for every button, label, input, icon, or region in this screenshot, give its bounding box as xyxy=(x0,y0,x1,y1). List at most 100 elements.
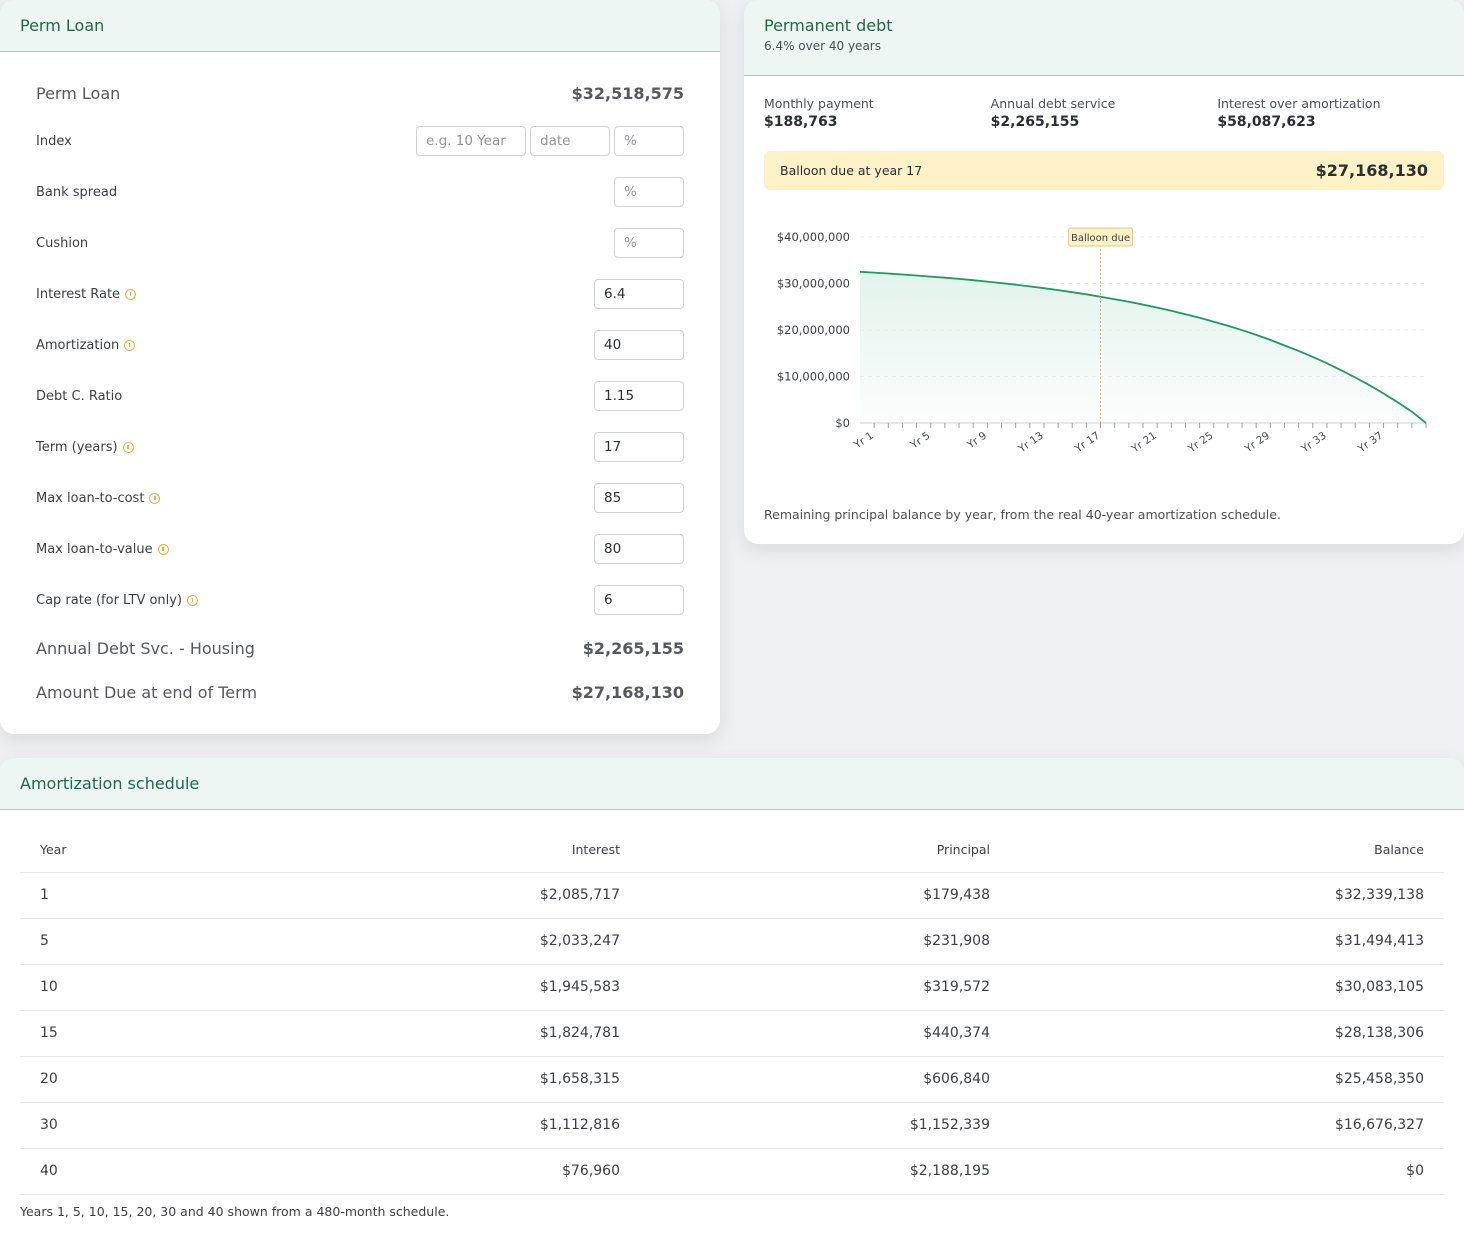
x-tick-label: Yr 9 xyxy=(964,430,989,452)
metric-label: Monthly payment xyxy=(764,96,874,111)
cell-year: 10 xyxy=(20,964,260,1011)
cell-balance: $30,083,105 xyxy=(1010,964,1444,1011)
metric-value: $188,763 xyxy=(764,114,838,130)
index-input-group xyxy=(416,126,684,156)
index-date-input[interactable] xyxy=(530,126,610,156)
cell-interest: $1,824,781 xyxy=(260,1010,640,1057)
x-tick-label: Yr 37 xyxy=(1355,430,1385,456)
perm-loan-header-title: Perm Loan xyxy=(20,16,105,35)
amount-due-row: Amount Due at end of Term $27,168,130 xyxy=(36,680,684,704)
column-header-principal: Principal xyxy=(640,828,1010,873)
balloon-marker-badge xyxy=(1068,227,1134,247)
balance-area xyxy=(860,271,1426,423)
index-label: Index xyxy=(36,133,72,149)
perm-loan-card: Perm Loan Perm Loan $32,518,575 Index Ba… xyxy=(0,0,720,734)
index-percent-input[interactable] xyxy=(614,126,684,156)
interest-rate-input[interactable] xyxy=(594,279,684,309)
table-header-row: Year Interest Principal Balance xyxy=(20,828,1444,873)
max-ltv-row: Max loan-to-value xyxy=(36,534,684,564)
amount-due-label: Amount Due at end of Term xyxy=(36,682,258,702)
y-tick-label: $0 xyxy=(835,416,850,430)
balance-chart: $40,000,000 $30,000,000 $20,000,000 $10,000… xyxy=(777,227,1427,456)
info-icon[interactable] xyxy=(125,288,137,300)
cell-interest: $2,085,717 xyxy=(260,872,640,919)
debt-ratio-input[interactable] xyxy=(594,381,684,411)
cushion-label: Cushion xyxy=(36,235,89,251)
term-label: Term (years) xyxy=(36,439,118,455)
amortization-input[interactable] xyxy=(594,330,684,360)
table-row: 40 $76,960 $2,188,195 $0 xyxy=(20,1148,1444,1195)
metric-annual-debt-service: Annual debt service $2,265,155 xyxy=(991,96,1218,130)
x-tick-label: Yr 13 xyxy=(1015,430,1045,456)
debt-metrics: Monthly payment $188,763 Annual debt ser… xyxy=(764,96,1444,130)
interest-rate-row: Interest Rate xyxy=(36,279,684,309)
info-icon[interactable] xyxy=(122,441,134,453)
index-name-input[interactable] xyxy=(416,126,526,156)
debt-ratio-label: Debt C. Ratio xyxy=(36,388,123,404)
max-ltc-input[interactable] xyxy=(594,483,684,513)
amortization-table-wrap: Year Interest Principal Balance 1 $2,085,… xyxy=(20,828,1444,1195)
metric-value: $2,265,155 xyxy=(990,114,1080,130)
cell-principal: $440,374 xyxy=(640,1010,1010,1057)
metric-value: $58,087,623 xyxy=(1217,114,1316,130)
max-ltc-row: Max loan-to-cost xyxy=(36,483,684,513)
cell-year: 5 xyxy=(20,918,260,965)
table-row: 30 $1,112,816 $1,152,339 $16,676,327 xyxy=(20,1102,1444,1149)
balloon-banner: Balloon due at year 17 $27,168,130 xyxy=(764,151,1444,190)
perm-loan-value: $32,518,575 xyxy=(571,83,684,103)
permanent-debt-title: Permanent debt xyxy=(764,16,893,35)
y-tick-label: $30,000,000 xyxy=(777,277,850,291)
index-row: Index xyxy=(36,126,684,156)
cell-interest: $76,960 xyxy=(260,1148,640,1195)
bank-spread-input[interactable] xyxy=(614,177,684,207)
amortization-label: Amortization xyxy=(36,337,120,353)
amortization-table-body: 1 $2,085,717 $179,438 $32,339,138 5 $2,033,24… xyxy=(20,872,1444,1195)
cell-interest: $1,112,816 xyxy=(260,1102,640,1149)
info-icon[interactable] xyxy=(149,492,161,504)
cell-year: 1 xyxy=(20,872,260,919)
balance-line xyxy=(859,270,1427,424)
table-row: 1 $2,085,717 $179,438 $32,339,138 xyxy=(20,872,1444,919)
interest-rate-label: Interest Rate xyxy=(36,286,121,302)
table-row: 15 $1,824,781 $440,374 $28,138,306 xyxy=(20,1010,1444,1057)
table-row: 20 $1,658,315 $606,840 $25,458,350 xyxy=(20,1056,1444,1103)
cell-balance: $32,339,138 xyxy=(1010,872,1444,919)
cell-balance: $16,676,327 xyxy=(1010,1102,1444,1149)
info-icon[interactable] xyxy=(157,543,169,555)
annual-debt-label: Annual Debt Svc. - Housing xyxy=(36,638,255,658)
x-tick-label: Yr 29 xyxy=(1242,430,1272,456)
column-header-balance: Balance xyxy=(1010,828,1444,873)
metric-interest-over-amortization: Interest over amortization $58,087,623 xyxy=(1217,96,1444,130)
info-icon[interactable] xyxy=(187,594,199,606)
term-input[interactable] xyxy=(594,432,684,462)
cell-year: 15 xyxy=(20,1010,260,1057)
cap-rate-input[interactable] xyxy=(594,585,684,615)
cushion-row: Cushion xyxy=(36,228,684,258)
x-tick-label: Yr 17 xyxy=(1072,430,1102,456)
metric-label: Interest over amortization xyxy=(1217,96,1381,111)
cell-interest: $1,658,315 xyxy=(260,1056,640,1103)
x-tick-label: Yr 33 xyxy=(1298,430,1328,456)
cell-principal: $319,572 xyxy=(640,964,1010,1011)
amortization-header: Amortization schedule xyxy=(0,758,1464,810)
amortization-note: Years 1, 5, 10, 15, 20, 30 and 40 shown … xyxy=(20,1204,450,1219)
x-tick-label: Yr 25 xyxy=(1185,430,1215,456)
cell-balance: $31,494,413 xyxy=(1010,918,1444,965)
cap-rate-row: Cap rate (for LTV only) xyxy=(36,585,684,615)
amortization-table: Year Interest Principal Balance 1 $2,085,… xyxy=(20,828,1444,1195)
permanent-debt-card: Permanent debt 6.4% over 40 years Monthl… xyxy=(744,0,1464,544)
y-tick-label: $10,000,000 xyxy=(777,370,850,384)
cell-interest: $1,945,583 xyxy=(260,964,640,1011)
cushion-input[interactable] xyxy=(614,228,684,258)
cell-principal: $606,840 xyxy=(640,1056,1010,1103)
cell-year: 30 xyxy=(20,1102,260,1149)
metric-monthly-payment: Monthly payment $188,763 xyxy=(764,96,991,130)
x-tick-label: Yr 1 xyxy=(851,430,876,452)
info-icon[interactable] xyxy=(124,339,136,351)
max-ltv-input[interactable] xyxy=(594,534,684,564)
max-ltc-label: Max loan-to-cost xyxy=(36,490,145,506)
max-ltv-label: Max loan-to-value xyxy=(36,541,153,557)
perm-loan-header: Perm Loan xyxy=(0,0,720,52)
annual-debt-value: $2,265,155 xyxy=(582,638,684,658)
perm-loan-label: Perm Loan xyxy=(36,83,121,103)
